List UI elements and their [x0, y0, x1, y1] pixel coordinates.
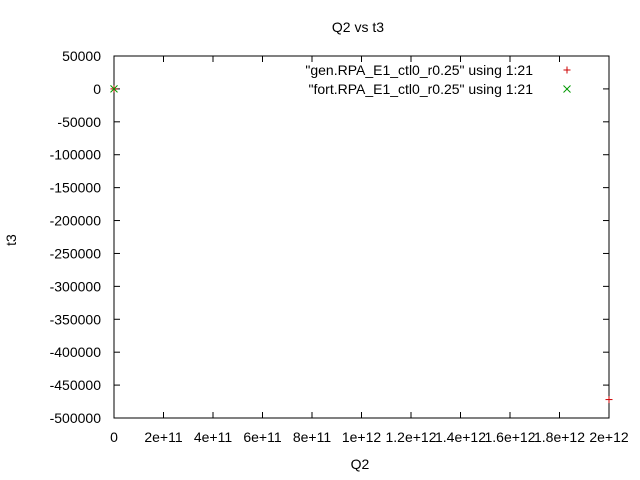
legend-label: "gen.RPA_E1_ctl0_r0.25" using 1:21 [305, 62, 533, 78]
y-tick-label: -100000 [50, 147, 102, 163]
tick-layer: 0 2e+11 4e+11 6e+11 8e+11 1e+12 1.2e+121.4e+12… [50, 48, 629, 445]
y-tick-label: -350000 [50, 311, 102, 327]
x-tick-label: 1.4e+12 [435, 429, 486, 445]
plot-frame [113, 55, 610, 419]
y-tick-label: -50000 [57, 114, 101, 130]
y-tick-label: -300000 [50, 278, 102, 294]
x-tick-label: 1.6e+12 [485, 429, 536, 445]
y-tick-label: -450000 [50, 377, 102, 393]
x-tick-label: 2e+12 [589, 429, 629, 445]
data-point [605, 396, 613, 404]
y-tick-label: -500000 [50, 410, 102, 426]
y-tick-label: -400000 [50, 344, 102, 360]
y-axis-label: t3 [3, 234, 19, 246]
y-tick-label: -250000 [50, 245, 102, 261]
x-tick-label: 2e+11 [144, 429, 182, 445]
x-tick-label: 6e+11 [243, 429, 281, 445]
y-tick-label: 50000 [62, 48, 101, 64]
x-tick-label: 8e+11 [293, 429, 331, 445]
legend-marker [563, 85, 571, 93]
y-tick-label: 0 [93, 81, 101, 97]
x-tick-label: 0 [110, 429, 118, 445]
legend: "gen.RPA_E1_ctl0_r0.25" using 1:21 "fort.… [305, 62, 571, 97]
data-points [110, 85, 613, 404]
chart-title: Q2 vs t3 [332, 19, 384, 35]
y-tick-label: -200000 [50, 213, 102, 229]
x-axis-label: Q2 [351, 456, 370, 472]
x-tick-label: 1.2e+12 [386, 429, 437, 445]
data-point [110, 85, 118, 93]
x-tick-label: 1e+12 [342, 429, 382, 445]
legend-label: "fort.RPA_E1_ctl0_r0.25" using 1:21 [309, 81, 534, 97]
legend-marker [563, 66, 571, 74]
x-tick-label: 4e+11 [194, 429, 232, 445]
y-tick-label: -150000 [50, 180, 102, 196]
x-tick-label: 1.8e+12 [534, 429, 585, 445]
